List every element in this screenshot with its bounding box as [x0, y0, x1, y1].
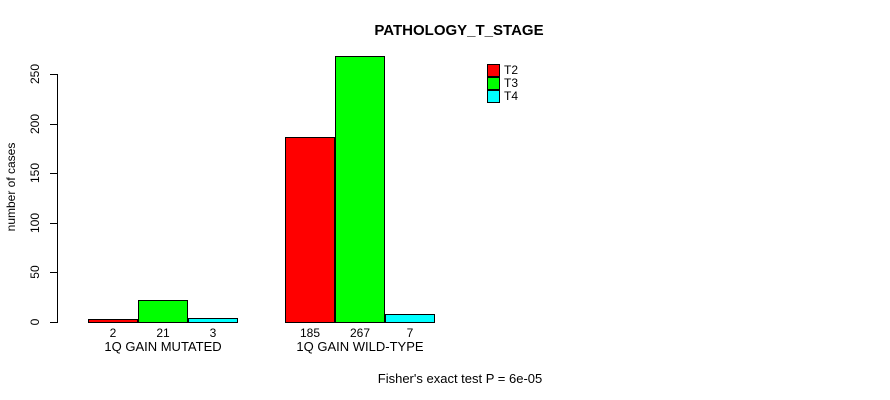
y-tick-label: 200	[28, 113, 42, 134]
y-tick-label: 250	[28, 63, 42, 85]
x-category-label: 1Q GAIN WILD-TYPE	[296, 339, 424, 354]
y-tick-label: 150	[28, 163, 42, 184]
y-axis-tick	[50, 74, 57, 75]
legend: T2 T3 T4	[487, 64, 518, 103]
bar-value-label: 7	[406, 326, 414, 340]
y-axis-tick	[50, 272, 57, 274]
legend-row-t4: T4	[487, 90, 518, 103]
legend-label: T4	[504, 89, 519, 103]
y-axis-tick	[50, 222, 57, 224]
legend-swatch-t3	[487, 77, 500, 90]
y-axis-line	[57, 74, 58, 323]
bar-value-label: 185	[299, 326, 321, 340]
bar-value-label: 267	[349, 326, 371, 340]
bar-t4-1	[188, 318, 238, 323]
chart-title: PATHOLOGY_T_STAGE	[374, 22, 544, 39]
bar-value-label: 2	[109, 326, 117, 340]
bar-value-label: 21	[156, 326, 170, 340]
y-axis-label: number of cases	[4, 142, 18, 232]
legend-swatch-t4	[487, 90, 500, 103]
y-tick-label: 100	[28, 212, 42, 233]
y-tick-label: 0	[28, 318, 42, 326]
bar-t3-1	[138, 300, 188, 323]
y-axis-tick	[50, 322, 57, 323]
legend-row-t3: T3	[487, 77, 518, 90]
legend-row-t2: T2	[487, 64, 518, 77]
x-category-label: 1Q GAIN MUTATED	[104, 339, 222, 354]
legend-label: T3	[504, 76, 519, 90]
y-axis-tick	[50, 173, 57, 175]
bar-t2-1	[88, 319, 138, 323]
caption: Fisher's exact test P = 6e-05	[377, 371, 543, 386]
legend-swatch-t2	[487, 64, 500, 77]
y-axis-tick	[50, 123, 57, 125]
bar-value-label: 3	[209, 326, 217, 340]
legend-label: T2	[504, 63, 519, 77]
y-tick-label: 50	[28, 265, 42, 280]
bar-t4-2	[385, 314, 435, 323]
bar-t3-2	[335, 56, 385, 323]
bar-t2-2	[285, 137, 335, 323]
